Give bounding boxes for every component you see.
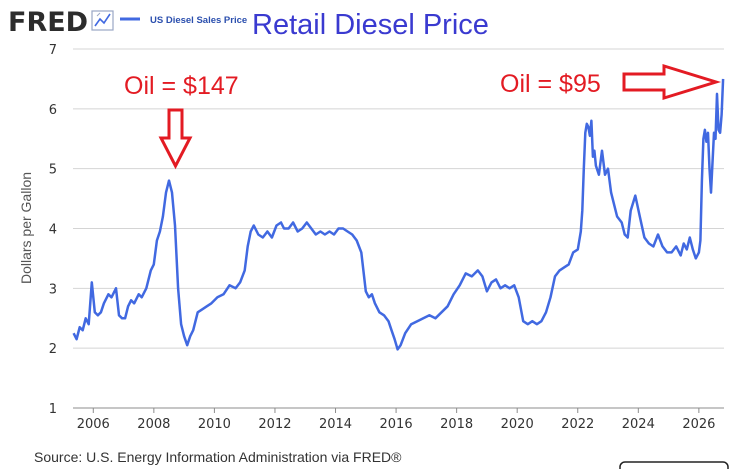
y-tick-label: 3 [49,282,57,297]
y-axis-label: Dollars per Gallon [18,172,34,284]
y-tick-label: 6 [49,103,57,118]
corner-control-button[interactable] [619,461,729,469]
annotation-oil-95: Oil = $95 [500,70,601,98]
down-arrow-icon [158,108,193,170]
y-tick-label: 1 [49,402,57,417]
x-tick-label: 2016 [380,417,413,432]
x-tick-label: 2010 [198,417,231,432]
y-tick-label: 7 [49,43,57,58]
chart-title: Retail Diesel Price [252,9,489,41]
x-tick-label: 2026 [682,417,715,432]
x-tick-label: 2018 [440,417,473,432]
y-axis-ticks: 1 2 3 4 5 6 7 [49,43,57,417]
y-tick-label: 4 [49,223,57,238]
x-tick-label: 2008 [137,417,170,432]
y-tick-label: 5 [49,163,57,178]
fred-logo: FRED [8,7,88,38]
chart-trend-icon [91,10,114,31]
x-tick-label: 2022 [561,417,594,432]
x-tick-label: 2020 [501,417,534,432]
x-axis-ticks: 2006 2008 2010 2012 2014 2016 2018 2020 2022 2024… [77,408,715,432]
right-arrow-icon [622,63,722,101]
x-tick-label: 2006 [77,417,110,432]
y-tick-label: 2 [49,342,57,357]
x-tick-label: 2024 [622,417,655,432]
series-line-diesel-price [72,78,725,351]
source-note: Source: U.S. Energy Information Administ… [34,449,402,465]
annotation-oil-147: Oil = $147 [124,72,239,100]
legend-label: US Diesel Sales Price [150,15,247,26]
x-tick-label: 2014 [319,417,352,432]
x-tick-label: 2012 [258,417,291,432]
